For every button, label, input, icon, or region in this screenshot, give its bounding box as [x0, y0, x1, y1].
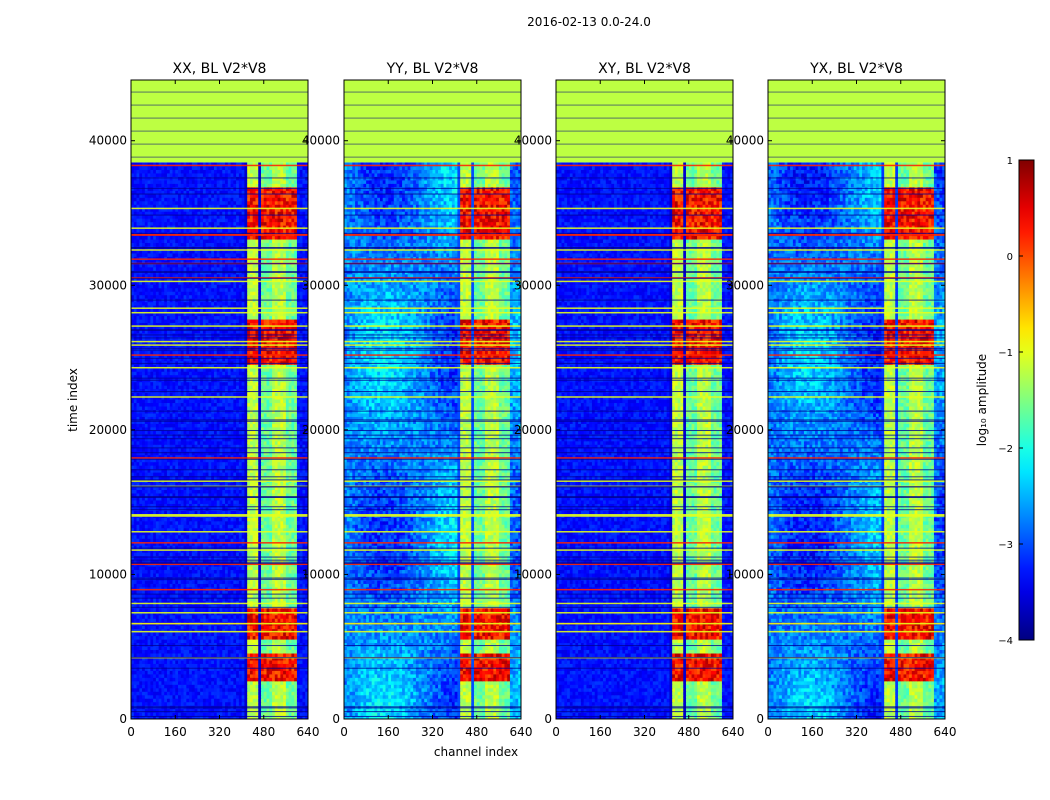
- y-tick-label: 0: [119, 712, 127, 726]
- colorbar-label: log₁₀ amplitude: [975, 354, 989, 446]
- y-tick-label: 10000: [514, 567, 552, 581]
- x-tick-label: 320: [845, 725, 868, 739]
- y-tick-label: 40000: [89, 134, 127, 148]
- flagged-region: [556, 80, 733, 163]
- flagged-region: [344, 80, 521, 163]
- panel-1: YY, BL V2*V8 0 160 320 480 640 0 10000 20000 3000…: [302, 61, 533, 739]
- x-tick-label: 480: [465, 725, 488, 739]
- panel-title: YX, BL V2*V8: [809, 61, 903, 77]
- panel-title: YY, BL V2*V8: [386, 61, 479, 77]
- x-tick-label: 160: [589, 725, 612, 739]
- y-tick-label: 40000: [726, 134, 764, 148]
- panel-title: XY, BL V2*V8: [598, 61, 691, 77]
- x-tick-label: 0: [552, 725, 560, 739]
- y-tick-label: 0: [544, 712, 552, 726]
- y-tick-label: 40000: [514, 134, 552, 148]
- y-tick-label: 30000: [89, 278, 127, 292]
- flagged-region: [131, 80, 308, 163]
- panel-3: YX, BL V2*V8 0 160 320 480 640 0 10000 20000 3000…: [726, 61, 957, 739]
- y-tick-label: 20000: [89, 423, 127, 437]
- x-tick-label: 0: [340, 725, 348, 739]
- x-tick-label: 480: [677, 725, 700, 739]
- x-tick-label: 320: [421, 725, 444, 739]
- colorbar-tick-label: −3: [998, 540, 1013, 551]
- colorbar-tick-label: 1: [1007, 156, 1013, 167]
- panel-image: [768, 80, 945, 719]
- panel-title: XX, BL V2*V8: [173, 61, 267, 77]
- panel-image: [556, 80, 733, 719]
- x-tick-label: 0: [764, 725, 772, 739]
- y-tick-label: 30000: [514, 278, 552, 292]
- panel-image: [131, 80, 308, 719]
- y-tick-label: 10000: [89, 567, 127, 581]
- y-tick-label: 10000: [726, 567, 764, 581]
- x-tick-label: 640: [722, 725, 745, 739]
- x-tick-label: 640: [510, 725, 533, 739]
- y-tick-label: 0: [332, 712, 340, 726]
- panel-0: XX, BL V2*V8 0 160 320 480 640 0 10000 20000 3000…: [89, 61, 320, 739]
- colorbar-tick-label: −2: [998, 444, 1013, 455]
- y-tick-label: 40000: [302, 134, 340, 148]
- colorbar-tick-label: 0: [1007, 252, 1013, 263]
- x-tick-label: 160: [377, 725, 400, 739]
- x-tick-label: 160: [801, 725, 824, 739]
- x-tick-label: 480: [889, 725, 912, 739]
- panel-2: XY, BL V2*V8 0 160 320 480 640 0 10000 20000 3000…: [514, 61, 745, 739]
- y-tick-label: 20000: [726, 423, 764, 437]
- x-tick-label: 0: [127, 725, 135, 739]
- panel-image: [344, 80, 521, 719]
- y-tick-label: 30000: [302, 278, 340, 292]
- x-tick-label: 640: [297, 725, 320, 739]
- x-tick-label: 160: [164, 725, 187, 739]
- colorbar-gradient: [1018, 159, 1035, 641]
- y-tick-label: 20000: [302, 423, 340, 437]
- figure-suptitle: 2016-02-13 0.0-24.0: [527, 15, 651, 29]
- y-tick-label: 20000: [514, 423, 552, 437]
- flagged-region: [768, 80, 945, 163]
- x-axis-label: channel index: [434, 745, 518, 759]
- colorbar-tick-label: −1: [998, 348, 1013, 359]
- x-tick-label: 320: [633, 725, 656, 739]
- colorbar-tick-label: −4: [998, 636, 1013, 647]
- x-tick-label: 640: [934, 725, 957, 739]
- x-tick-label: 320: [208, 725, 231, 739]
- y-axis-label: time index: [66, 368, 80, 432]
- panels: XX, BL V2*V8 0 160 320 480 640 0 10000 20000 3000…: [89, 61, 957, 739]
- colorbar: 1 0 −1 −2 −3 −4 log₁₀ amplitude: [975, 156, 1035, 647]
- y-tick-label: 10000: [302, 567, 340, 581]
- y-tick-label: 0: [756, 712, 764, 726]
- x-tick-label: 480: [252, 725, 275, 739]
- y-tick-label: 30000: [726, 278, 764, 292]
